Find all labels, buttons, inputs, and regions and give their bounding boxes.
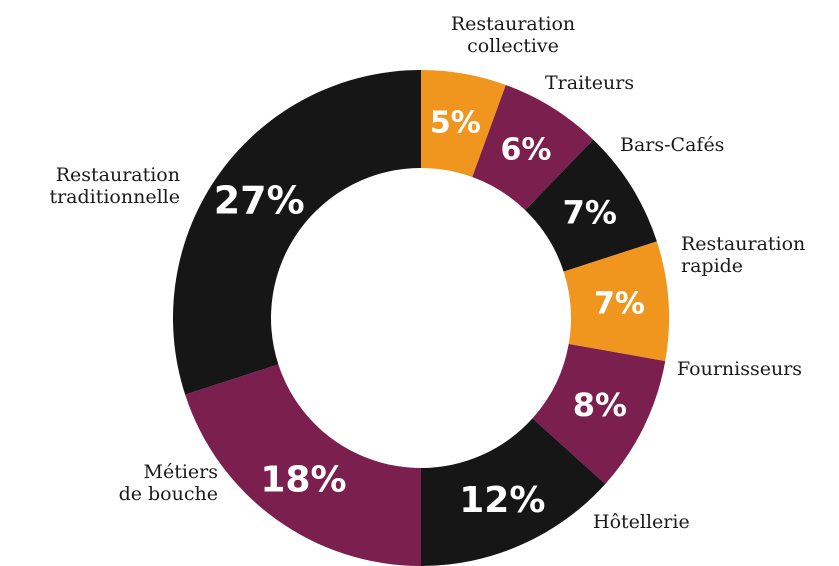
slice-label-line: Métiers	[144, 461, 219, 483]
slice-hotellerie	[421, 418, 606, 566]
slice-category-labels: Restauration collectiveTraiteursBars-Café…	[49, 13, 805, 533]
slice-label-restauration-collective: Restauration collective	[451, 13, 575, 57]
slice-label-restauration-rapide: Restauration rapide	[681, 233, 805, 277]
slice-label-line: collective	[467, 35, 559, 57]
slice-label-hotellerie: Hôtellerie	[593, 511, 690, 533]
slice-bars-cafes	[525, 139, 657, 272]
slice-percent-bars-cafes: 7%	[563, 194, 617, 232]
slice-label-line: Bars-Cafés	[620, 134, 724, 156]
slice-percent-traiteurs: 6%	[500, 133, 551, 168]
slice-label-fournisseurs: Fournisseurs	[677, 358, 802, 380]
slice-label-line: de bouche	[119, 483, 218, 505]
slice-metiers-de-bouche	[185, 364, 421, 566]
slice-label-line: Restauration	[56, 164, 180, 186]
slice-label-traiteurs: Traiteurs	[545, 72, 634, 94]
slice-percent-restauration-traditionnelle: 27%	[214, 178, 305, 222]
slice-label-line: Restauration	[451, 13, 575, 35]
slice-label-line: Restauration	[681, 233, 805, 255]
slice-percent-labels: 5% 6% 7% 7% 8% 12% 18% 27%	[214, 106, 645, 522]
slice-percent-metiers-de-bouche: 18%	[260, 459, 346, 500]
slice-percent-restauration-collective: 5%	[430, 106, 481, 141]
slice-percent-hotellerie: 12%	[459, 480, 545, 521]
donut-slices	[172, 70, 669, 566]
slice-restauration-rapide	[563, 241, 669, 362]
slice-label-metiers-de-bouche: Métiers de bouche	[119, 461, 218, 505]
slice-fournisseurs	[532, 344, 666, 484]
slice-percent-restauration-rapide: 7%	[594, 287, 645, 322]
slice-label-line: Traiteurs	[545, 72, 634, 94]
slice-restauration-collective	[421, 70, 506, 178]
slice-percent-fournisseurs: 8%	[573, 386, 627, 424]
slice-label-line: rapide	[681, 255, 743, 277]
slice-label-line: traditionnelle	[49, 186, 180, 208]
slice-traiteurs	[472, 84, 594, 211]
slice-label-line: Fournisseurs	[677, 358, 802, 380]
slice-restauration-traditionnelle	[172, 70, 421, 395]
slice-label-restauration-traditionnelle: Restauration traditionnelle	[49, 164, 180, 208]
slice-label-bars-cafes: Bars-Cafés	[620, 134, 724, 156]
slice-label-line: Hôtellerie	[593, 511, 690, 533]
